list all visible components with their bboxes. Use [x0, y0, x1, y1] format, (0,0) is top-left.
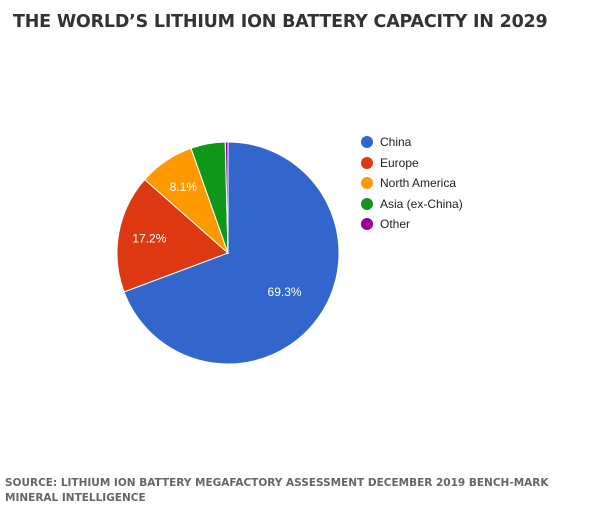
pie-chart: 69.3% 17.2% 8.1%	[116, 141, 340, 365]
slice-label: 17.2%	[132, 232, 166, 246]
legend-swatch	[361, 197, 373, 210]
legend-item-china[interactable]: China	[361, 132, 463, 153]
pie-slice-europe[interactable]	[116, 178, 229, 293]
legend-swatch	[361, 177, 373, 190]
slice-label: 8.1%	[170, 180, 198, 194]
legend-item-asia-ex-china[interactable]: Asia (ex-China)	[361, 194, 463, 215]
legend-swatch	[361, 136, 373, 149]
pie-slice-other[interactable]	[224, 141, 229, 254]
source-note: SOURCE: LITHIUM ION BATTERY MEGAFACTORY …	[5, 477, 549, 504]
legend-label: Asia (ex-China)	[380, 196, 463, 211]
legend-item-europe[interactable]: Europe	[361, 153, 463, 174]
legend-item-other[interactable]: Other	[361, 214, 463, 235]
legend: China Europe North America Asia (ex-Chin…	[361, 132, 463, 235]
legend-label: Europe	[380, 155, 419, 170]
chart-title: THE WORLD’S LITHIUM ION BATTERY CAPACITY…	[13, 12, 548, 32]
legend-label: China	[380, 135, 412, 150]
slice-label: 69.3%	[268, 285, 302, 299]
legend-swatch	[361, 156, 373, 169]
pie-slice-china[interactable]	[123, 141, 340, 365]
legend-label: North America	[380, 176, 457, 191]
legend-swatch	[361, 218, 373, 231]
legend-label: Other	[380, 217, 411, 232]
legend-item-north-america[interactable]: North America	[361, 173, 463, 194]
